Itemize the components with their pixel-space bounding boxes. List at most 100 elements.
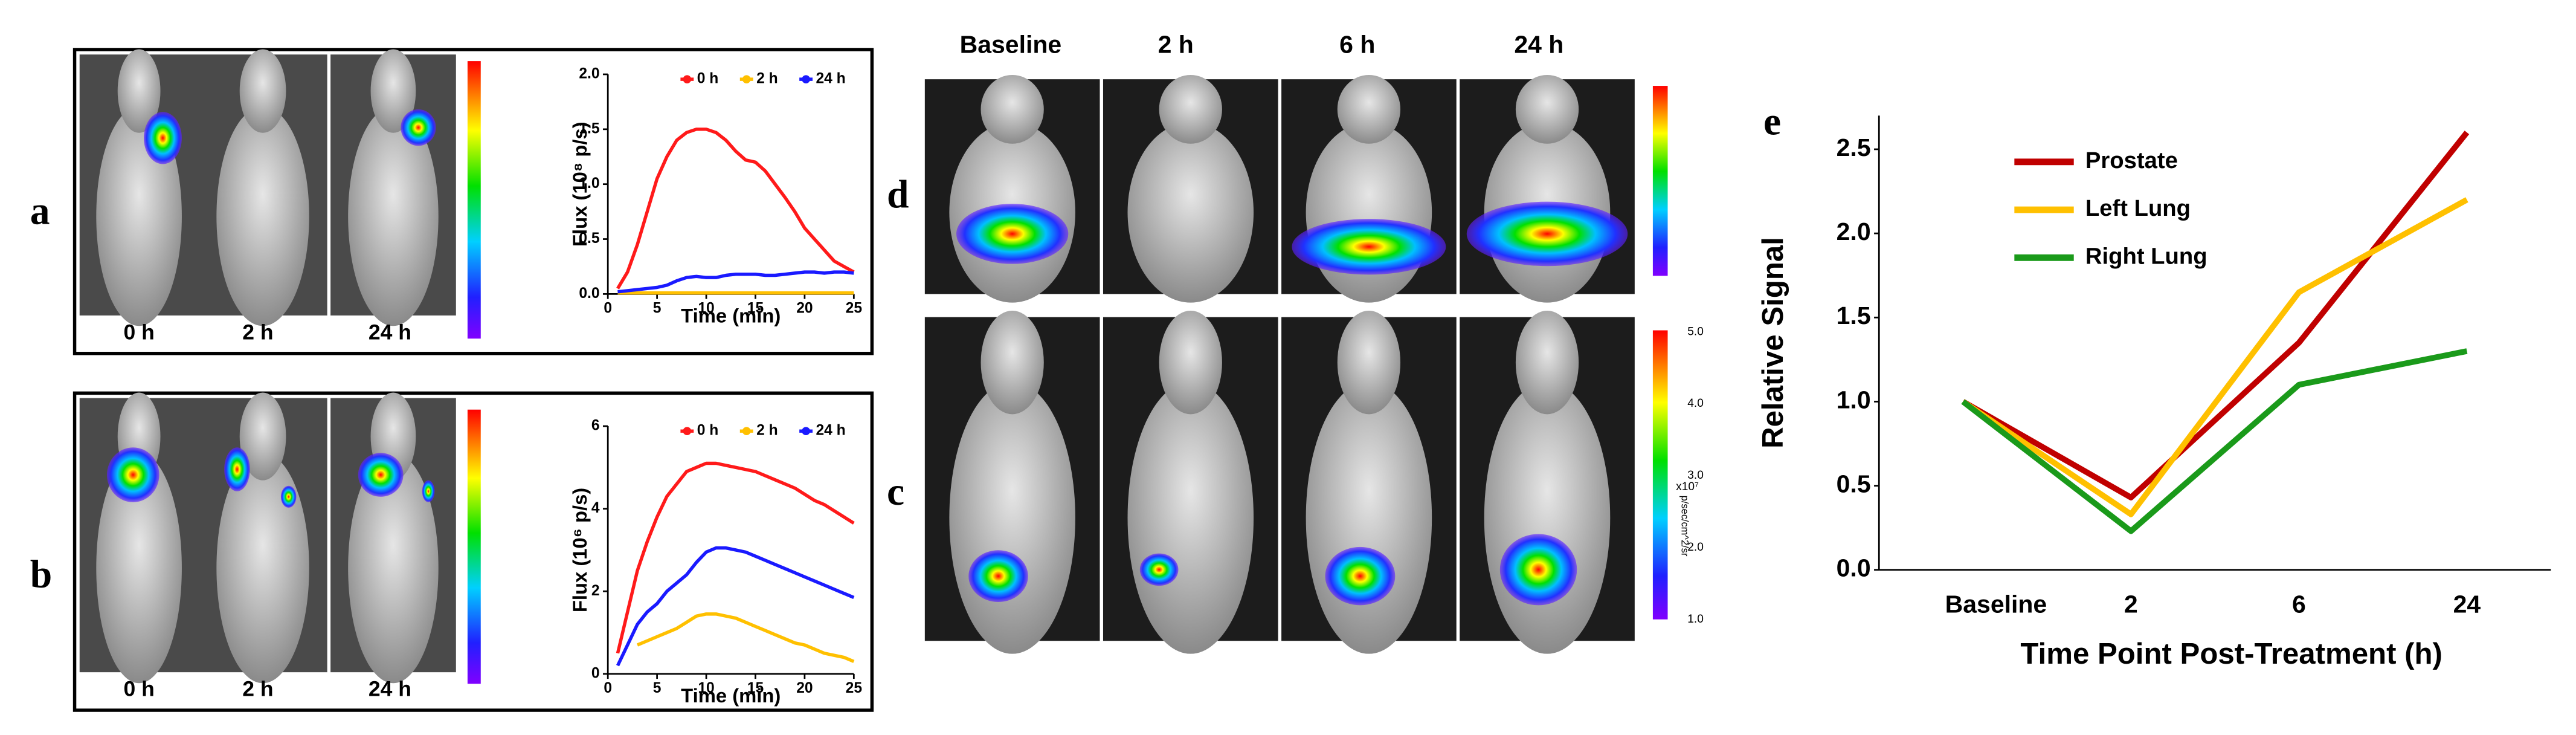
- x-tick-label: 20: [796, 680, 813, 696]
- y-tick-label: 6: [591, 418, 600, 434]
- colorbar-unit: p/sec/cm^2/sr: [1679, 496, 1690, 557]
- x-tick-label: 24: [2453, 591, 2481, 618]
- y-tick-label: 1.0: [1837, 386, 1871, 413]
- legend-swatch: [742, 75, 751, 83]
- series-line: [617, 270, 854, 294]
- y-tick-label: 0.5: [1837, 470, 1871, 497]
- mouse-image: [1460, 310, 1635, 654]
- series-line: [1961, 348, 2468, 534]
- signal-blob: [401, 109, 436, 146]
- colorbar: [467, 61, 481, 339]
- mouse-image: [198, 392, 327, 684]
- colorbar-tick: 2.0: [1687, 541, 1704, 554]
- x-tick-label: 10: [698, 300, 714, 316]
- mouse-body: [216, 106, 309, 326]
- panel-letter: e: [1763, 100, 1781, 144]
- legend-label: 0 h: [697, 71, 719, 87]
- mouse-head: [1337, 310, 1401, 415]
- time-label: Baseline: [960, 30, 1062, 58]
- colorbar: [1652, 86, 1668, 276]
- signal-blob: [280, 485, 297, 508]
- mouse-image: [1103, 75, 1278, 303]
- mouse-image: [79, 392, 199, 684]
- mouse-image: [1103, 310, 1278, 654]
- mouse-body: [348, 453, 439, 684]
- mouse-body: [949, 381, 1075, 654]
- y-tick-label: 2: [591, 583, 600, 599]
- mouse-head: [117, 49, 161, 133]
- panel-a-frame: [72, 48, 874, 355]
- x-tick-label: Baseline: [1945, 591, 2047, 618]
- y-tick-label: 0.0: [1837, 554, 1871, 582]
- signal-blob: [422, 480, 435, 502]
- mouse-head: [1515, 310, 1579, 415]
- mouse-head: [980, 75, 1044, 144]
- mouse-image: [330, 392, 456, 684]
- signal-blob: [1139, 553, 1179, 586]
- time-label: 24 h: [1514, 30, 1563, 58]
- signal-blob: [1499, 534, 1577, 606]
- x-axis-title: Time (min): [681, 304, 781, 326]
- mouse-image: [198, 49, 327, 326]
- mouse-body: [216, 453, 309, 684]
- legend-swatch: [742, 427, 751, 436]
- signal-blob: [1466, 201, 1628, 267]
- time-label: 2 h: [1158, 30, 1194, 58]
- series-line: [616, 546, 855, 667]
- x-tick-label: 25: [846, 680, 862, 696]
- signal-blob: [956, 204, 1069, 264]
- panel-letter: a: [30, 189, 50, 233]
- legend-swatch: [802, 75, 810, 83]
- legend-label: 24 h: [816, 71, 845, 87]
- mouse-body: [1306, 381, 1432, 654]
- y-tick-label: 0.5: [579, 230, 599, 247]
- colorbar: [467, 409, 481, 684]
- legend-swatch: [683, 427, 692, 436]
- x-tick-label: 6: [2292, 591, 2306, 618]
- panel-letter: c: [887, 470, 904, 514]
- mouse-body: [1306, 122, 1432, 303]
- mouse-body: [1127, 381, 1254, 654]
- mouse-head: [1159, 75, 1222, 144]
- x-tick-label: 0: [604, 680, 612, 696]
- panel-letter: b: [30, 552, 52, 596]
- signal-blob: [106, 447, 159, 502]
- time-label: 0 h: [123, 320, 154, 344]
- mouse-image: [924, 310, 1100, 654]
- x-tick-label: 5: [653, 680, 662, 696]
- series-line: [616, 128, 855, 290]
- time-label: 0 h: [123, 677, 154, 701]
- colorbar-tick: 3.0: [1687, 469, 1704, 482]
- y-tick-label: 2.5: [1837, 134, 1871, 161]
- y-tick-label: 1.5: [1837, 302, 1871, 329]
- mouse-image: [1460, 75, 1635, 303]
- mouse-head: [370, 49, 416, 133]
- y-axis-title: Flux (10⁸ p/s): [568, 121, 591, 247]
- mouse-image: [1281, 310, 1457, 654]
- mouse-head: [239, 49, 286, 133]
- signal-blob: [358, 453, 404, 497]
- time-label: 24 h: [369, 320, 411, 344]
- x-tick-label: 25: [846, 300, 862, 316]
- mouse-head: [1159, 310, 1222, 415]
- colorbar-scale: x10⁷: [1676, 481, 1699, 493]
- series-line: [1961, 197, 2468, 517]
- legend-label: 2 h: [756, 71, 778, 87]
- legend-label: 2 h: [756, 423, 778, 439]
- colorbar-tick: 4.0: [1687, 397, 1704, 410]
- legend-label: 24 h: [816, 423, 845, 439]
- mouse-head: [980, 310, 1044, 415]
- mouse-image: [924, 75, 1100, 303]
- series-line: [616, 461, 855, 654]
- y-tick-label: 4: [591, 500, 600, 516]
- signal-blob: [968, 550, 1028, 602]
- legend-label: 0 h: [697, 423, 719, 439]
- panel-letter: d: [887, 173, 909, 216]
- y-axis-title: Relative Signal: [1756, 237, 1789, 448]
- y-tick-label: 0: [591, 665, 600, 681]
- x-tick-label: 0: [604, 300, 612, 316]
- legend-label: Prostate: [2085, 147, 2178, 173]
- colorbar: [1652, 330, 1668, 620]
- mouse-body: [96, 453, 182, 684]
